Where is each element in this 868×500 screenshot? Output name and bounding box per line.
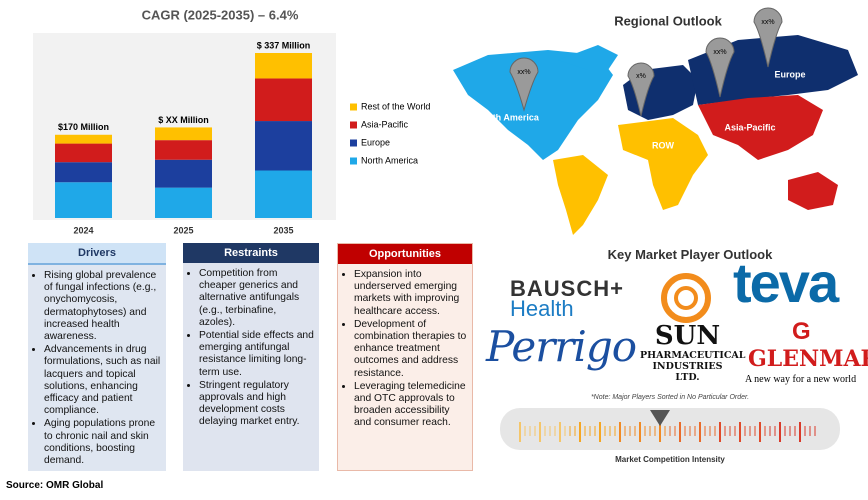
x-tick-label: 2024 (73, 225, 93, 235)
bar-segment (155, 159, 212, 188)
legend-swatch (350, 139, 357, 147)
asia-pacific-map (698, 95, 823, 160)
region-label: North America (477, 112, 540, 122)
bullet: Leveraging telemedicine and OTC approval… (354, 381, 468, 430)
drivers-header: Drivers (28, 243, 166, 265)
legend-swatch (350, 103, 357, 111)
bullet: Development of combination therapies to … (354, 319, 468, 380)
sun-sub: INDUSTRIES LTD. (652, 361, 723, 383)
bullet: Aging populations prone to chronic nail … (44, 418, 162, 467)
greenland (558, 45, 618, 70)
sun-logo: SUN PHARMACEUTICAL INDUSTRIES LTD. (640, 321, 746, 383)
opportunities-header: Opportunities (338, 244, 472, 264)
bar-segment (255, 78, 312, 122)
legend-label: Rest of the World (361, 101, 430, 111)
x-tick-label: 2035 (273, 225, 293, 235)
opportunities-list: Expansion into underserved emerging mark… (338, 269, 468, 430)
bar-segment (155, 187, 212, 218)
opportunities-box: Opportunities Expansion into underserved… (337, 243, 473, 471)
bar-segment (55, 134, 112, 144)
bar-segment (55, 143, 112, 163)
bullet: Advancements in drug formulations, such … (44, 344, 162, 417)
africa (618, 118, 708, 210)
perrigo-logo: Perrigo (486, 322, 637, 371)
teva-logo: teva (733, 251, 839, 314)
bar-segment (255, 121, 312, 171)
glenmark-logo: GLENMARK (748, 346, 868, 372)
pin-label: xx% (761, 19, 774, 26)
north-america (453, 50, 613, 160)
region-label: Asia-Pacific (724, 122, 775, 132)
region-label: ROW (652, 140, 675, 150)
bar-segment (155, 127, 212, 141)
note: *Note: Major Players Sorted in No Partic… (590, 394, 750, 401)
gauge-label: Market Competition Intensity (615, 455, 725, 464)
legend-label: Asia-Pacific (361, 119, 409, 129)
sun-icon (661, 273, 711, 323)
sun-sub: PHARMACEUTICAL (640, 350, 746, 361)
bar-segment (255, 53, 312, 79)
region-label: Europe (774, 69, 805, 79)
bullet: Rising global prevalence of fungal infec… (44, 270, 162, 343)
pin-label: xx% (713, 49, 726, 56)
gauge-ticks (519, 422, 816, 442)
players-title: Key Market Player Outlook (607, 247, 773, 262)
total-label: $ XX Million (158, 115, 209, 125)
bausch-logo: Health (510, 296, 574, 321)
map: Regional Outlook North America Europe As… (453, 7, 858, 235)
bar-segment (55, 162, 112, 183)
australia (788, 172, 838, 210)
chart-title: CAGR (2025-2035) – 6.4% (142, 7, 299, 22)
bar-chart: CAGR (2025-2035) – 6.4% $170 Million 2024… (33, 7, 430, 235)
legend-swatch (350, 157, 357, 165)
intensity-gauge: Market Competition Intensity (500, 408, 840, 464)
bullet: Stringent regulatory approvals and high … (199, 380, 315, 429)
map-title: Regional Outlook (614, 13, 722, 28)
restraints-list: Competition from cheaper generics and al… (183, 268, 315, 429)
source: Source: OMR Global (6, 480, 104, 491)
x-tick-label: 2025 (173, 225, 193, 235)
bar-segment (255, 170, 312, 218)
drivers-box: Drivers Rising global prevalence of fung… (28, 243, 166, 471)
bausch-logo: BAUSCH+ (510, 276, 624, 301)
legend-swatch (350, 121, 357, 129)
bullet: Potential side effects and emerging anti… (199, 330, 315, 379)
sun-name: SUN (654, 321, 721, 351)
south-america (553, 155, 608, 235)
legend-label: Europe (361, 137, 390, 147)
glenmark-tagline: A new way for a new world (745, 374, 857, 385)
bullet: Expansion into underserved emerging mark… (354, 269, 468, 318)
restraints-box: Restraints Competition from cheaper gene… (183, 243, 319, 471)
total-label: $170 Million (58, 122, 109, 132)
bullet: Competition from cheaper generics and al… (199, 268, 315, 329)
legend-label: North America (361, 155, 418, 165)
bar-segment (55, 182, 112, 218)
total-label: $ 337 Million (257, 40, 311, 50)
glenmark-icon: G (792, 318, 811, 345)
pin-label: x% (636, 73, 646, 80)
restraints-header: Restraints (183, 243, 319, 263)
pins (509, 7, 783, 117)
drivers-list: Rising global prevalence of fungal infec… (28, 270, 162, 467)
bar-segment (155, 140, 212, 160)
pin-label: xx% (517, 69, 530, 76)
